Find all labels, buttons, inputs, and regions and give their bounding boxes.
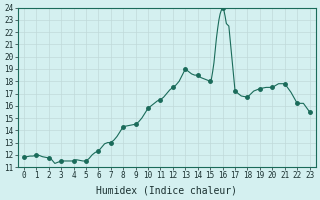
X-axis label: Humidex (Indice chaleur): Humidex (Indice chaleur): [96, 186, 237, 196]
